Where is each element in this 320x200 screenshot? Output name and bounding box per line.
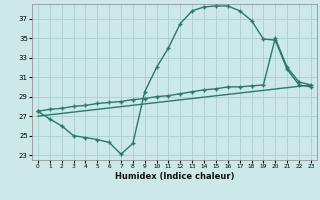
X-axis label: Humidex (Indice chaleur): Humidex (Indice chaleur) <box>115 172 234 181</box>
